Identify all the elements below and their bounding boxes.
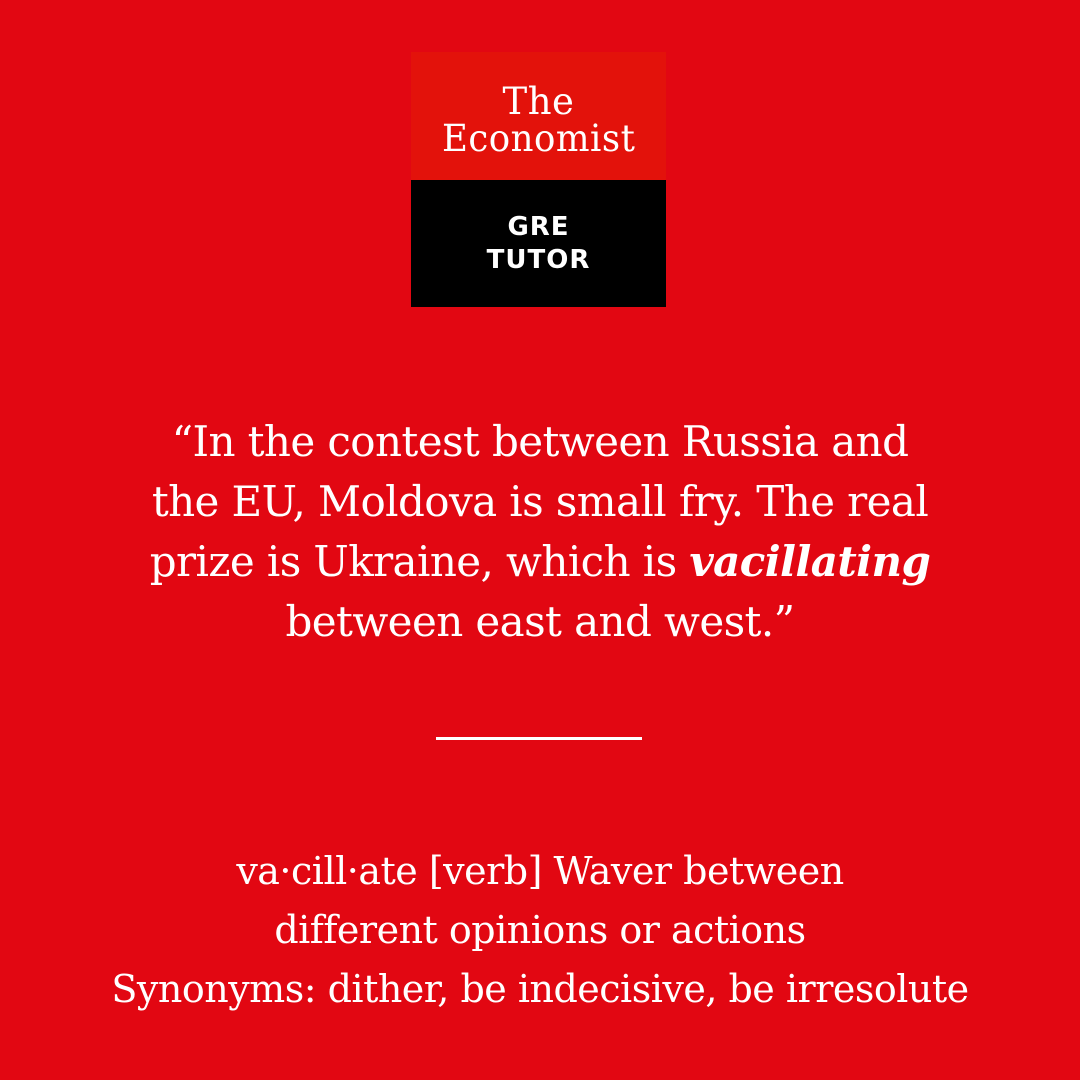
definition-line-2: different opinions or actions [274, 908, 806, 952]
quote-line-1: “In the contest between Russia and [171, 417, 909, 466]
logo-tag-tutor: TUTOR [486, 244, 591, 275]
definition-text: va·cill·ate [verb] Waver between differe… [40, 842, 1040, 1019]
logo-the: The [502, 80, 575, 123]
quote-line-2: the EU, Moldova is small fry. The real [151, 477, 929, 526]
divider-line [436, 737, 642, 740]
logo-tag-gre: GRE [507, 212, 570, 242]
economist-logo: The Economist GRE TUTOR [411, 52, 666, 307]
quote-keyword: vacillating [689, 537, 931, 586]
quote-text: “In the contest between Russia and the E… [90, 412, 990, 652]
definition-line-1: va·cill·ate [verb] Waver between [236, 849, 844, 893]
quote-line-3: prize is Ukraine, which is vacillating [90, 532, 990, 592]
logo-masthead: The Economist [411, 52, 666, 180]
logo-economist: Economist [441, 117, 636, 160]
quote-line-3-text: prize is Ukraine, which is [149, 537, 690, 586]
quote-line-4: between east and west.” [285, 597, 796, 646]
definition-synonyms: Synonyms: dither, be indecisive, be irre… [111, 967, 969, 1011]
logo-tagline: GRE TUTOR [411, 180, 666, 307]
